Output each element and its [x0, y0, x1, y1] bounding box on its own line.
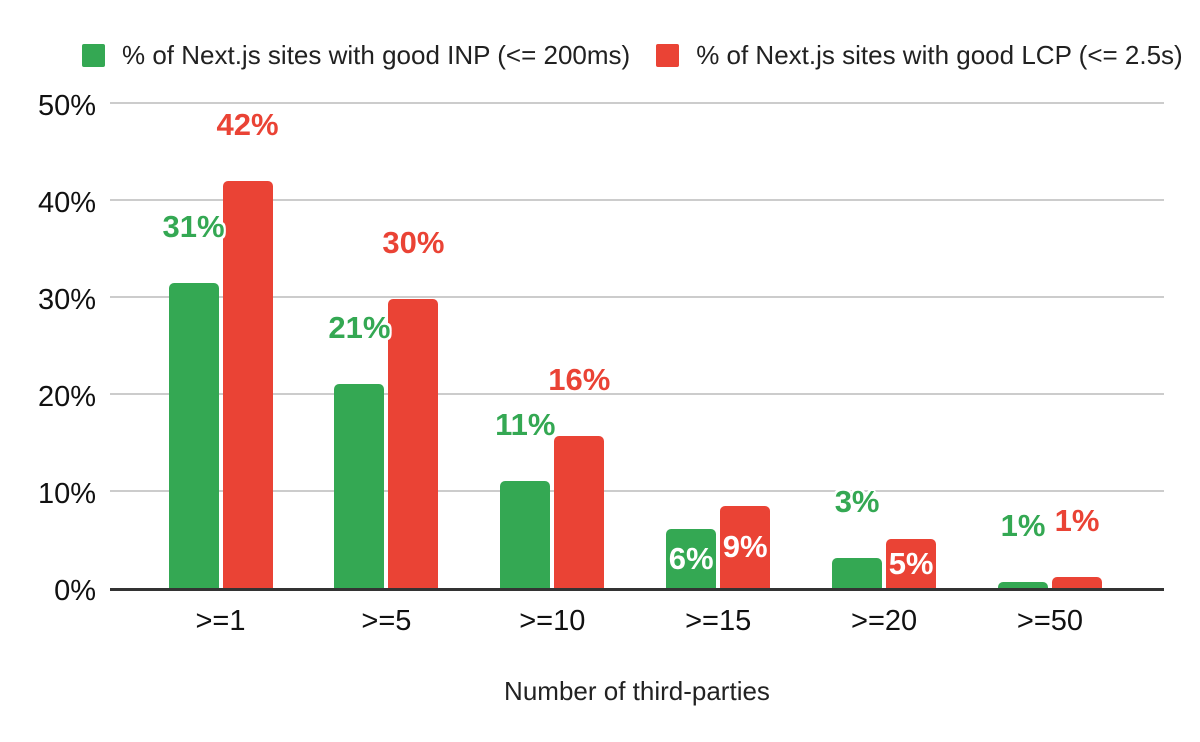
- x-axis-tick-label: >=10: [519, 605, 586, 637]
- inp-bar: [666, 529, 717, 588]
- x-axis-title: Number of third-parties: [504, 676, 770, 706]
- gridline: [110, 199, 1164, 201]
- lcp-bar: [554, 436, 605, 588]
- chart-legend: % of Next.js sites with good INP (<= 200…: [82, 40, 1183, 71]
- legend-swatch-lcp-icon: [656, 44, 680, 67]
- lcp-bar-value-label: 9%: [722, 529, 768, 564]
- inp-bar-value-label: 31%: [162, 209, 225, 244]
- gridline: [110, 102, 1164, 104]
- x-axis-tick-label: >=20: [851, 605, 918, 637]
- legend-swatch-inp-icon: [82, 44, 105, 67]
- lcp-bar-value-label: 1%: [1054, 503, 1100, 538]
- lcp-bar-value-label: 42%: [216, 107, 279, 142]
- lcp-bar-value-label: 16%: [548, 362, 611, 397]
- lcp-bar: [222, 181, 273, 588]
- lcp-bar: [388, 299, 439, 588]
- x-axis-tick-label: >=50: [1016, 605, 1084, 637]
- inp-bar: [998, 582, 1048, 588]
- inp-bar-value-label: 6%: [668, 540, 714, 576]
- y-axis-tick-label: 30%: [37, 284, 96, 316]
- legend-label-lcp: % of Next.js sites with good LCP (<= 2.5…: [696, 40, 1183, 70]
- legend-item-inp: % of Next.js sites with good INP (<= 200…: [82, 40, 630, 71]
- inp-bar-value-label: 3%: [834, 484, 880, 519]
- lcp-bar: [886, 539, 937, 588]
- lcp-bar: [720, 506, 771, 588]
- inp-bar-value-label: 21%: [328, 310, 391, 345]
- inp-bar-value-label: 1%: [1000, 508, 1046, 543]
- inp-bar: [832, 558, 883, 588]
- inp-bar-value-label: 11%: [495, 407, 556, 442]
- inp-bar: [500, 481, 551, 588]
- legend-label-inp: % of Next.js sites with good INP (<= 200…: [122, 40, 631, 70]
- gridline: [110, 393, 1164, 395]
- gridline: [110, 490, 1164, 492]
- y-axis-tick-label: 40%: [37, 187, 96, 219]
- x-axis-tick-label: >=15: [685, 605, 752, 637]
- inp-bar: [334, 384, 385, 588]
- legend-item-lcp: % of Next.js sites with good LCP (<= 2.5…: [656, 40, 1183, 71]
- lcp-bar-value-label: 30%: [382, 225, 445, 260]
- y-axis-tick-label: 10%: [37, 478, 96, 510]
- lcp-bar: [1052, 577, 1102, 588]
- lcp-bar-value-label: 5%: [888, 545, 934, 581]
- x-axis-tick-label: >=5: [361, 605, 412, 637]
- plot-area: 31% 21% 11% 6% 3% 1% 42% 30% 16% 9% 5% 1%: [110, 102, 1164, 591]
- gridline: [110, 296, 1164, 298]
- x-axis-tick-label: >=1: [195, 605, 246, 637]
- y-axis-tick-label: 20%: [37, 381, 96, 413]
- y-axis-tick-label: 50%: [37, 90, 96, 122]
- inp-bar: [168, 283, 219, 588]
- y-axis-tick-label: 0%: [54, 575, 96, 607]
